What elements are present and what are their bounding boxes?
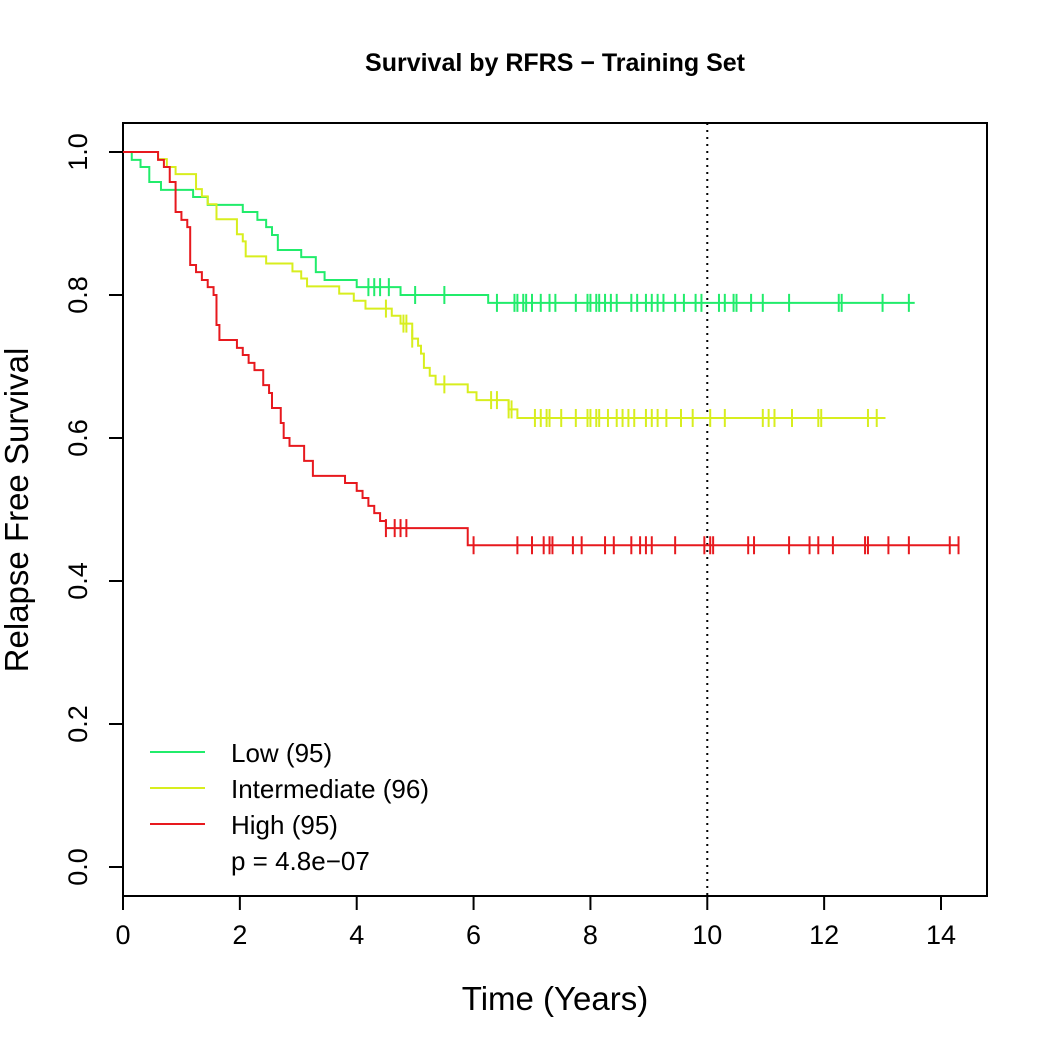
survival-curve-intermediate xyxy=(123,151,886,419)
y-tick-label: 0.6 xyxy=(63,419,93,457)
x-tick-label: 4 xyxy=(349,920,364,950)
x-tick-label: 0 xyxy=(115,920,130,950)
y-tick-label: 0.8 xyxy=(63,276,93,314)
x-tick-label: 10 xyxy=(692,920,722,950)
legend-label-intermediate: Intermediate (96) xyxy=(231,774,429,804)
survival-curves xyxy=(123,151,960,555)
y-axis-label: Relapse Free Survival xyxy=(0,348,35,673)
legend: Low (95) Intermediate (96) High (95) p =… xyxy=(150,738,429,876)
legend-label-high: High (95) xyxy=(231,810,338,840)
x-tick-label: 8 xyxy=(583,920,598,950)
p-value-annotation: p = 4.8e−07 xyxy=(231,846,370,876)
x-tick-label: 12 xyxy=(809,920,839,950)
x-tick-label: 14 xyxy=(926,920,956,950)
survival-curve-high xyxy=(123,151,959,547)
x-axis: 0 2 4 6 8 10 12 14 xyxy=(115,895,956,950)
x-tick-label: 2 xyxy=(232,920,247,950)
y-axis: 0.0 0.2 0.4 0.6 0.8 1.0 xyxy=(63,133,124,886)
x-axis-label: Time (Years) xyxy=(462,980,648,1017)
series-low xyxy=(123,151,915,312)
x-tick-label: 6 xyxy=(466,920,481,950)
y-tick-label: 0.2 xyxy=(63,705,93,743)
y-tick-label: 0.0 xyxy=(63,848,93,886)
series-high xyxy=(123,151,960,555)
y-tick-label: 0.4 xyxy=(63,562,93,600)
chart-title: Survival by RFRS − Training Set xyxy=(365,49,746,77)
legend-label-low: Low (95) xyxy=(231,738,332,768)
series-intermediate xyxy=(123,151,886,427)
y-tick-label: 1.0 xyxy=(63,133,93,171)
survival-curve-low xyxy=(123,151,915,304)
